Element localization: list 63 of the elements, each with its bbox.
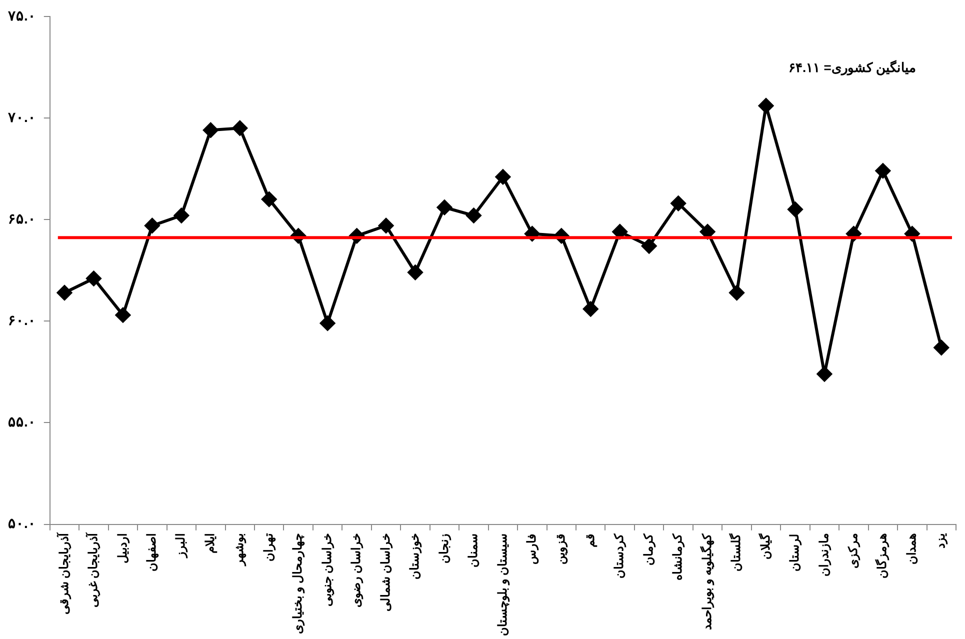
point (115, 308, 130, 323)
point (144, 218, 160, 234)
x-tick-label: کرمانشاه (670, 533, 686, 580)
point (758, 98, 774, 114)
point (700, 224, 716, 240)
point (583, 301, 598, 316)
point (436, 200, 452, 215)
point (875, 163, 890, 178)
x-tick-label: کرمان (641, 533, 656, 566)
x-tick-label: آذربایجان شرقی (54, 531, 72, 615)
y-tick-label: ۵۵.۰ (8, 414, 36, 430)
y-tick-label: ۵۰.۰ (8, 515, 36, 532)
x-tick-label: خراسان جنوبی (320, 533, 335, 607)
x-tick-label: آذربایجان غربی (84, 531, 102, 608)
point (408, 264, 423, 280)
point (495, 169, 510, 184)
x-tick-label: قم (582, 533, 598, 548)
point (934, 340, 949, 356)
point (612, 224, 628, 240)
point (203, 122, 218, 138)
point (174, 208, 189, 224)
x-tick-label: خوزستان (408, 533, 423, 580)
x-tick-label: خراسان شمالی (378, 533, 394, 612)
x-tick-label: زنجان (436, 533, 452, 564)
point (378, 218, 394, 234)
point (466, 208, 482, 224)
x-tick-label: مازندران (816, 533, 832, 576)
x-tick-label: سیستان و بلوچستان (495, 533, 510, 636)
x-tick-label: چهارمحال و بختیاری (290, 533, 306, 634)
point (729, 285, 744, 300)
x-tick-label: همدان (904, 533, 918, 564)
x-tick-label: فارس (524, 533, 540, 564)
y-tick-label: ۶۵.۰ (8, 210, 36, 226)
x-tick-label: گیلان (757, 533, 772, 560)
point (788, 202, 803, 217)
x-tick-label: لرستان (788, 533, 803, 572)
point (232, 120, 248, 136)
annotation: میانگین کشوری= ۶۴.۱۱ (788, 58, 916, 76)
x-tick-label: هرمزگان (874, 533, 890, 578)
point (642, 238, 657, 254)
point (816, 366, 832, 382)
y-tick-label: ۷۰.۰ (7, 108, 36, 125)
point (57, 285, 72, 300)
x-tick-label: خراسان رضوی (349, 533, 364, 608)
x-tick-label: یزد (934, 532, 949, 548)
x-tick-label: سمنان (466, 533, 480, 568)
y-tick-label: ۶۰.۰ (8, 312, 36, 328)
y-tick-label: ۷۵.۰ (7, 7, 36, 24)
x-tick-label: البرز (174, 533, 189, 558)
x-tick-label: اصفهان (144, 533, 160, 572)
x-tick-label: کهگیلویه و بویراحمد (698, 533, 715, 630)
x-tick-label: گلستان (728, 533, 744, 572)
point (670, 196, 686, 211)
x-tick-label: مرکزی (846, 533, 862, 568)
x-tick-label: ایلام (202, 533, 218, 554)
point (262, 192, 277, 207)
x-tick-label: قزوین (554, 533, 569, 564)
point (86, 270, 102, 286)
x-tick-label: تهران (261, 532, 276, 562)
x-tick-label: اردبیل (115, 533, 130, 564)
x-tick-label: کردستان (612, 533, 628, 578)
point (320, 316, 336, 331)
x-tick-label: بوشهر (232, 533, 248, 566)
